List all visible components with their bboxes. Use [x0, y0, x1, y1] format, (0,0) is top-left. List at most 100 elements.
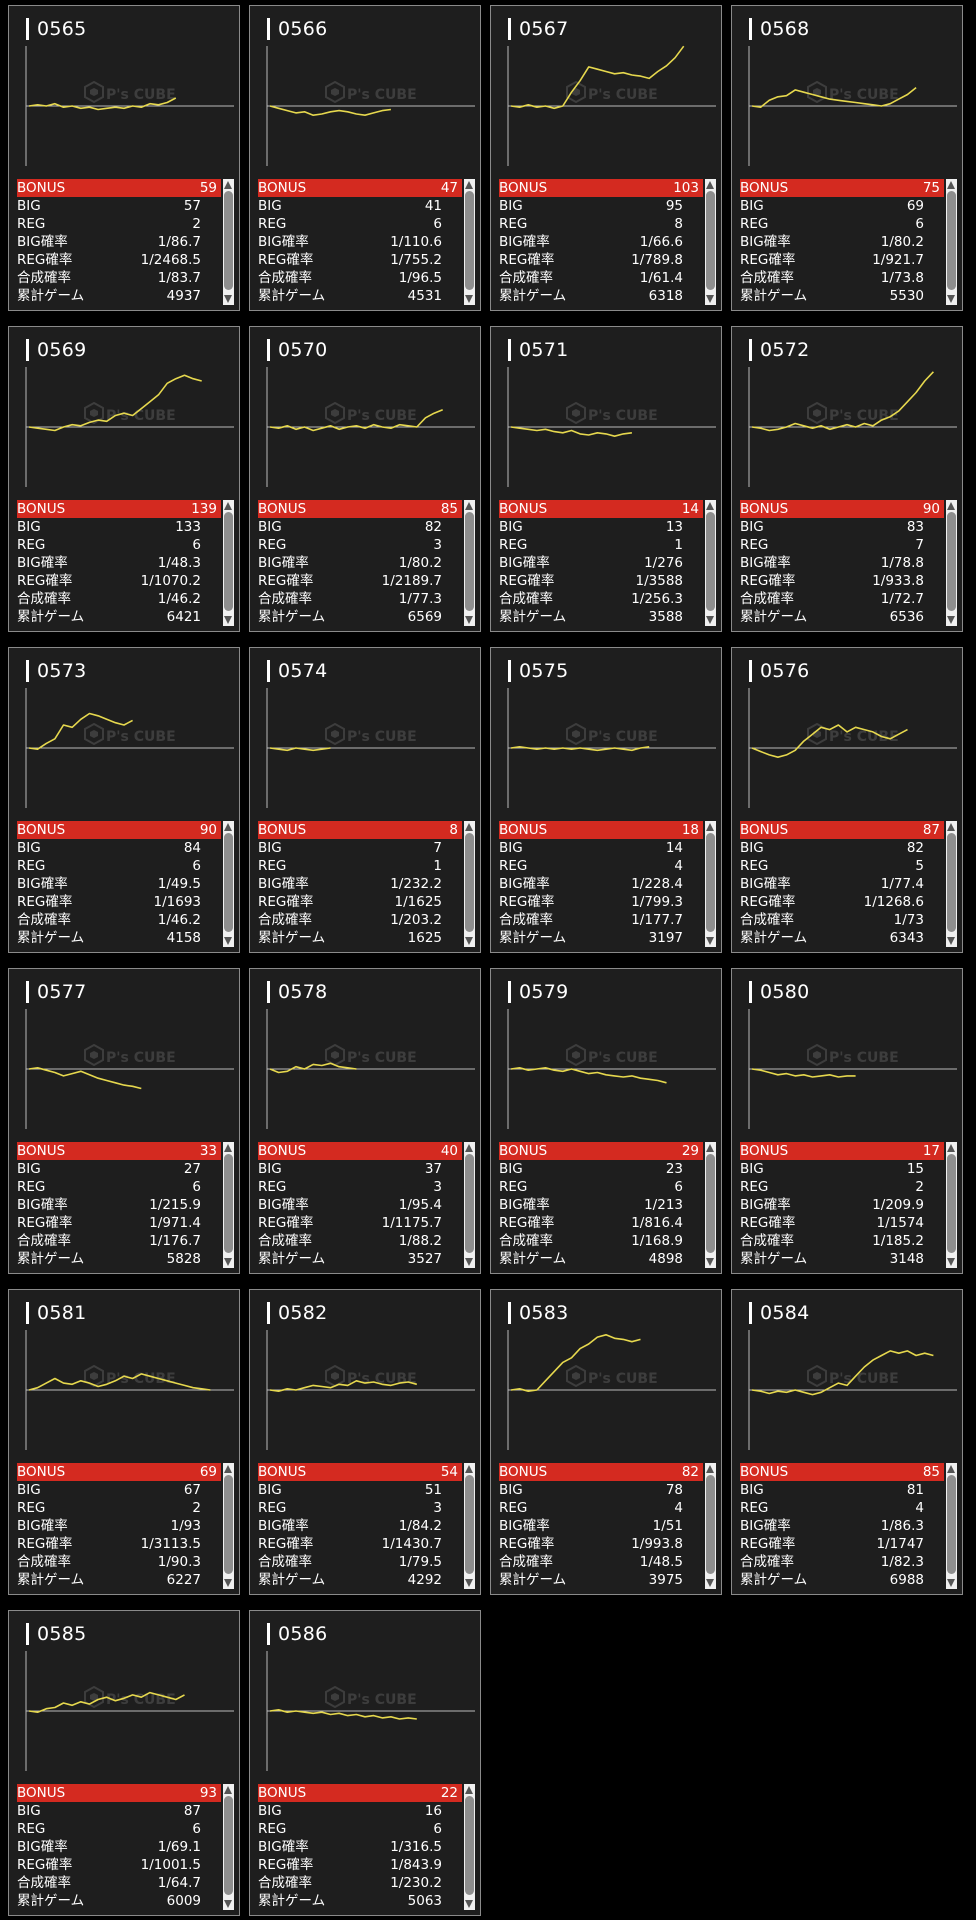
- stats-scrollbar[interactable]: [946, 821, 957, 947]
- scroll-down-arrow-icon[interactable]: [465, 616, 473, 624]
- scrollbar-thumb[interactable]: [947, 512, 956, 611]
- scrollbar-thumb[interactable]: [224, 833, 233, 932]
- machine-card-0578[interactable]: 0578 P's CUBE BONUS 40 BIG 37 REG 3 BIG確率 1/…: [249, 968, 481, 1274]
- scrollbar-thumb[interactable]: [224, 1796, 233, 1895]
- machine-card-0580[interactable]: 0580 P's CUBE BONUS 17 BIG 15 REG 2 BIG確率 1/…: [731, 968, 963, 1274]
- scrollbar-thumb[interactable]: [947, 191, 956, 290]
- scroll-down-arrow-icon[interactable]: [465, 937, 473, 945]
- scroll-up-arrow-icon[interactable]: [224, 1465, 232, 1473]
- machine-card-0576[interactable]: 0576 P's CUBE BONUS 87 BIG 82 REG 5 BIG確率 1/…: [731, 647, 963, 953]
- stats-scrollbar[interactable]: [464, 500, 475, 626]
- stats-scrollbar[interactable]: [705, 500, 716, 626]
- stats-scrollbar[interactable]: [705, 1142, 716, 1268]
- scroll-down-arrow-icon[interactable]: [224, 1900, 232, 1908]
- scroll-up-arrow-icon[interactable]: [706, 502, 714, 510]
- scroll-down-arrow-icon[interactable]: [947, 937, 955, 945]
- scrollbar-thumb[interactable]: [465, 1154, 474, 1253]
- scrollbar-thumb[interactable]: [465, 833, 474, 932]
- scroll-down-arrow-icon[interactable]: [465, 1579, 473, 1587]
- scroll-down-arrow-icon[interactable]: [947, 1579, 955, 1587]
- stats-scrollbar[interactable]: [464, 821, 475, 947]
- scroll-up-arrow-icon[interactable]: [465, 1786, 473, 1794]
- scroll-down-arrow-icon[interactable]: [706, 937, 714, 945]
- machine-card-0586[interactable]: 0586 P's CUBE BONUS 22 BIG 16 REG 6 BIG確率 1/…: [249, 1610, 481, 1916]
- machine-card-0571[interactable]: 0571 P's CUBE BONUS 14 BIG 13 REG 1 BIG確率 1/…: [490, 326, 722, 632]
- scroll-down-arrow-icon[interactable]: [224, 937, 232, 945]
- scrollbar-thumb[interactable]: [706, 1475, 715, 1574]
- machine-card-0581[interactable]: 0581 P's CUBE BONUS 69 BIG 67 REG 2 BIG確率 1/…: [8, 1289, 240, 1595]
- machine-card-0577[interactable]: 0577 P's CUBE BONUS 33 BIG 27 REG 6 BIG確率 1/…: [8, 968, 240, 1274]
- scrollbar-thumb[interactable]: [224, 1475, 233, 1574]
- scroll-up-arrow-icon[interactable]: [465, 181, 473, 189]
- stats-scrollbar[interactable]: [946, 179, 957, 305]
- scroll-up-arrow-icon[interactable]: [465, 1144, 473, 1152]
- scroll-down-arrow-icon[interactable]: [224, 1579, 232, 1587]
- scroll-up-arrow-icon[interactable]: [224, 502, 232, 510]
- scroll-up-arrow-icon[interactable]: [465, 502, 473, 510]
- scrollbar-thumb[interactable]: [465, 191, 474, 290]
- scrollbar-thumb[interactable]: [947, 1154, 956, 1253]
- stats-scrollbar[interactable]: [946, 1142, 957, 1268]
- stats-scrollbar[interactable]: [223, 500, 234, 626]
- machine-card-0570[interactable]: 0570 P's CUBE BONUS 85 BIG 82 REG 3 BIG確率 1/…: [249, 326, 481, 632]
- machine-card-0585[interactable]: 0585 P's CUBE BONUS 93 BIG 87 REG 6 BIG確率 1/…: [8, 1610, 240, 1916]
- scroll-up-arrow-icon[interactable]: [947, 1144, 955, 1152]
- stats-scrollbar[interactable]: [464, 179, 475, 305]
- scroll-down-arrow-icon[interactable]: [706, 616, 714, 624]
- scroll-up-arrow-icon[interactable]: [224, 823, 232, 831]
- machine-card-0579[interactable]: 0579 P's CUBE BONUS 29 BIG 23 REG 6 BIG確率 1/…: [490, 968, 722, 1274]
- machine-card-0583[interactable]: 0583 P's CUBE BONUS 82 BIG 78 REG 4 BIG確率 1/…: [490, 1289, 722, 1595]
- scroll-up-arrow-icon[interactable]: [465, 1465, 473, 1473]
- scroll-down-arrow-icon[interactable]: [224, 295, 232, 303]
- scroll-down-arrow-icon[interactable]: [706, 295, 714, 303]
- machine-card-0568[interactable]: 0568 P's CUBE BONUS 75 BIG 69 REG 6 BIG確率 1/…: [731, 5, 963, 311]
- scroll-up-arrow-icon[interactable]: [224, 181, 232, 189]
- scroll-up-arrow-icon[interactable]: [224, 1786, 232, 1794]
- scrollbar-thumb[interactable]: [465, 1475, 474, 1574]
- machine-card-0584[interactable]: 0584 P's CUBE BONUS 85 BIG 81 REG 4 BIG確率 1/…: [731, 1289, 963, 1595]
- scroll-up-arrow-icon[interactable]: [947, 502, 955, 510]
- scroll-up-arrow-icon[interactable]: [706, 1465, 714, 1473]
- scroll-down-arrow-icon[interactable]: [706, 1579, 714, 1587]
- stats-scrollbar[interactable]: [705, 179, 716, 305]
- scroll-down-arrow-icon[interactable]: [947, 1258, 955, 1266]
- stats-scrollbar[interactable]: [223, 1142, 234, 1268]
- scrollbar-thumb[interactable]: [706, 512, 715, 611]
- machine-card-0566[interactable]: 0566 P's CUBE BONUS 47 BIG 41 REG 6 BIG確率 1/…: [249, 5, 481, 311]
- scrollbar-thumb[interactable]: [706, 833, 715, 932]
- scrollbar-thumb[interactable]: [465, 1796, 474, 1895]
- stats-scrollbar[interactable]: [464, 1463, 475, 1589]
- machine-card-0567[interactable]: 0567 P's CUBE BONUS 103 BIG 95 REG 8 BIG確率 1…: [490, 5, 722, 311]
- scroll-up-arrow-icon[interactable]: [465, 823, 473, 831]
- stats-scrollbar[interactable]: [223, 179, 234, 305]
- machine-card-0572[interactable]: 0572 P's CUBE BONUS 90 BIG 83 REG 7 BIG確率 1/…: [731, 326, 963, 632]
- stats-scrollbar[interactable]: [464, 1142, 475, 1268]
- scroll-down-arrow-icon[interactable]: [706, 1258, 714, 1266]
- scrollbar-thumb[interactable]: [224, 512, 233, 611]
- scroll-down-arrow-icon[interactable]: [465, 1900, 473, 1908]
- scrollbar-thumb[interactable]: [465, 512, 474, 611]
- machine-card-0569[interactable]: 0569 P's CUBE BONUS 139 BIG 133 REG 6 BIG確率…: [8, 326, 240, 632]
- stats-scrollbar[interactable]: [223, 1463, 234, 1589]
- machine-card-0582[interactable]: 0582 P's CUBE BONUS 54 BIG 51 REG 3 BIG確率 1/…: [249, 1289, 481, 1595]
- stats-scrollbar[interactable]: [223, 1784, 234, 1910]
- stats-scrollbar[interactable]: [946, 1463, 957, 1589]
- scroll-up-arrow-icon[interactable]: [947, 823, 955, 831]
- stats-scrollbar[interactable]: [223, 821, 234, 947]
- scrollbar-thumb[interactable]: [224, 1154, 233, 1253]
- machine-card-0574[interactable]: 0574 P's CUBE BONUS 8 BIG 7 REG 1 BIG確率 1/23…: [249, 647, 481, 953]
- machine-card-0565[interactable]: 0565 P's CUBE BONUS 59 BIG 57 REG 2 BIG確率 1/…: [8, 5, 240, 311]
- scroll-down-arrow-icon[interactable]: [224, 616, 232, 624]
- stats-scrollbar[interactable]: [705, 821, 716, 947]
- scroll-down-arrow-icon[interactable]: [465, 1258, 473, 1266]
- scroll-up-arrow-icon[interactable]: [706, 1144, 714, 1152]
- scroll-down-arrow-icon[interactable]: [224, 1258, 232, 1266]
- machine-card-0575[interactable]: 0575 P's CUBE BONUS 18 BIG 14 REG 4 BIG確率 1/…: [490, 647, 722, 953]
- scroll-up-arrow-icon[interactable]: [706, 181, 714, 189]
- scrollbar-thumb[interactable]: [947, 833, 956, 932]
- scroll-up-arrow-icon[interactable]: [947, 1465, 955, 1473]
- scrollbar-thumb[interactable]: [224, 191, 233, 290]
- scrollbar-thumb[interactable]: [947, 1475, 956, 1574]
- scroll-up-arrow-icon[interactable]: [706, 823, 714, 831]
- scroll-down-arrow-icon[interactable]: [947, 295, 955, 303]
